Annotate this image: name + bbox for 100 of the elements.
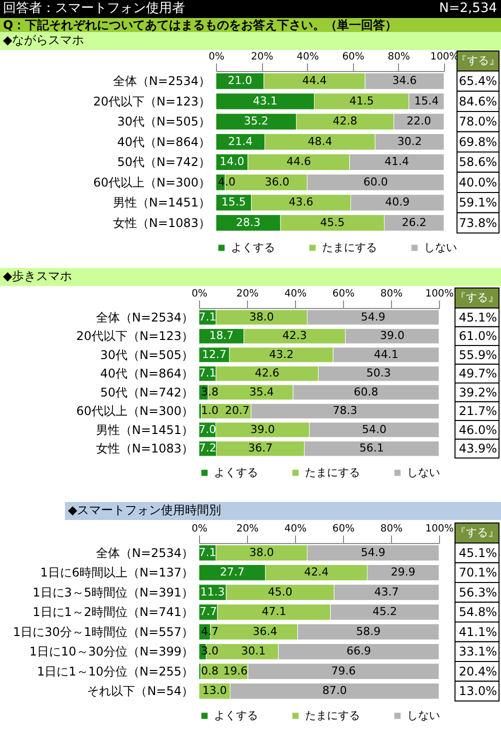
data-label: 42.6	[254, 366, 280, 380]
data-label: 14.0	[220, 155, 244, 168]
data-label: 60.8	[354, 385, 378, 398]
legend-label: しない	[407, 466, 440, 479]
data-label: 40.9	[385, 196, 410, 209]
y-tick-label: 1日に1～10分位（N=255）	[37, 664, 194, 678]
data-label: 21.0	[228, 74, 252, 88]
data-label: 54.9	[360, 310, 386, 324]
legend-label: たまにする	[305, 708, 360, 722]
text: 41.1%	[458, 624, 497, 639]
data-label: 42.4	[304, 566, 329, 579]
text: 13.0%	[458, 684, 497, 698]
data-label: 0.8	[201, 664, 218, 678]
data-label: 11.3	[200, 585, 225, 598]
data-label: 43.7	[374, 585, 399, 598]
y-tick-label: 1日に3～5時間位（N=391）	[32, 585, 194, 600]
text: 61.0%	[458, 329, 497, 344]
data-label: 26.2	[402, 216, 426, 229]
y-tick-label: 1日に30分～1時間位（N=557）	[13, 624, 194, 639]
data-label: 45.0	[268, 585, 292, 598]
y-tick-label: 30代（N=505）	[117, 114, 210, 129]
data-label: 43.6	[288, 196, 314, 209]
data-label: 7.2	[198, 442, 216, 455]
y-tick-label: 20代以下（N=123）	[76, 329, 194, 344]
data-label: 87.0	[322, 684, 347, 698]
y-tick-label: 1日に6時間以上（N=137）	[40, 566, 194, 580]
text: 73.8%	[458, 216, 497, 230]
y-tick-label: 40代（N=864）	[100, 366, 194, 381]
text: 回答者：スマートフォン使用者	[3, 0, 185, 17]
data-label: 19.6	[223, 664, 248, 678]
y-tick-label: 20代以下（N=123）	[93, 94, 210, 108]
legend-label: よくする	[214, 708, 258, 722]
text: 54.8%	[458, 605, 497, 620]
data-label: 36.4	[252, 624, 278, 638]
data-label: 44.4	[302, 74, 327, 88]
data-label: 60.0	[363, 175, 388, 188]
y-tick-label: 60代以上（N=300）	[76, 404, 194, 418]
x-tick-label: 0%	[208, 52, 224, 62]
data-label: 15.4	[414, 94, 439, 108]
data-label: 7.1	[198, 366, 216, 380]
data-label: 18.7	[209, 329, 234, 342]
chart-title: ◆スマートフォン使用時間別	[65, 502, 501, 520]
y-tick-label: 50代（N=742）	[100, 385, 194, 400]
data-label: 12.7	[202, 348, 226, 361]
y-tick-label: 1日に1～2時間位（N=741）	[32, 605, 194, 620]
x-tick-label: 80%	[380, 288, 403, 300]
text: 20.4%	[458, 664, 497, 678]
text: 45.1%	[458, 310, 497, 324]
data-label: 43.2	[269, 348, 294, 361]
text: 『する』	[455, 291, 499, 304]
data-label: 44.1	[374, 348, 398, 361]
data-label: 66.9	[346, 644, 371, 658]
y-tick-label: 全体（N=2534）	[96, 546, 194, 560]
legend-label: よくする	[214, 466, 258, 479]
text: Q：下記それぞれについてあてはまるものをお答え下さい。（単一回答）	[0, 18, 501, 33]
text: 69.8%	[458, 134, 497, 149]
text: 78.0%	[458, 114, 497, 129]
data-label: 47.1	[262, 605, 286, 618]
x-tick-label: 0%	[192, 288, 208, 300]
data-label: 50.3	[366, 366, 391, 380]
data-label: 43.1	[252, 94, 278, 108]
y-tick-label: 40代（N=864）	[117, 134, 210, 149]
data-label: 22.0	[406, 114, 432, 128]
data-label: 41.4	[384, 155, 410, 168]
text: 21.7%	[458, 404, 497, 418]
data-label: 7.0	[198, 422, 216, 436]
x-tick-label: 40%	[296, 52, 319, 62]
text: 59.1%	[458, 196, 497, 210]
data-label: 45.2	[372, 605, 398, 618]
data-label: 20.7	[224, 404, 250, 418]
x-tick-label: 100%	[425, 288, 454, 300]
y-tick-label: それ以下（N=54）	[87, 684, 194, 698]
data-label: 1.0	[201, 404, 218, 418]
y-tick-label: 女性（N=1083）	[96, 442, 194, 456]
x-tick-label: 60%	[332, 524, 355, 534]
y-tick-label: 全体（N=2534）	[112, 74, 210, 88]
data-label: 28.3	[236, 216, 261, 229]
x-tick-label: 100%	[425, 524, 454, 534]
text: 45.1%	[458, 546, 497, 560]
data-label: 38.0	[249, 546, 274, 559]
text: 39.2%	[458, 385, 497, 400]
text: 43.9%	[458, 442, 497, 456]
data-label: 42.8	[332, 114, 358, 128]
data-label: 78.3	[332, 404, 358, 418]
data-label: 7.1	[198, 310, 216, 324]
legend-label: よくする	[231, 240, 275, 254]
x-tick-label: 80%	[388, 52, 410, 62]
x-tick-label: 20%	[236, 524, 259, 534]
data-label: 39.0	[250, 422, 275, 436]
x-tick-label: 20%	[250, 52, 274, 62]
data-label: 30.2	[397, 134, 422, 148]
data-label: 58.9	[356, 624, 381, 638]
y-tick-label: 全体（N=2534）	[96, 310, 194, 324]
legend-label: たまにする	[305, 466, 360, 479]
legend-label: たまにする	[322, 240, 377, 254]
x-tick-label: 100%	[430, 52, 459, 62]
data-label: 27.7	[220, 566, 244, 579]
data-label: 35.2	[244, 114, 268, 128]
y-tick-label: 1日に10～30分位（N=399）	[29, 644, 194, 659]
data-label: 29.9	[390, 566, 416, 579]
